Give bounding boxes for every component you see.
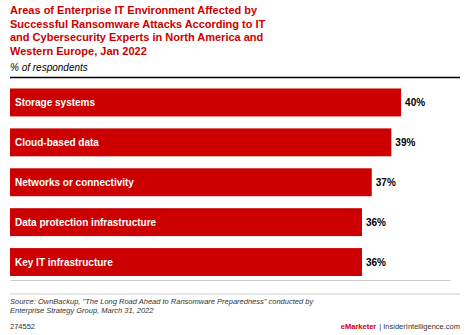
brand: eMarketer bbox=[341, 322, 377, 331]
source: Source: OwnBackup, "The Long Road Ahead … bbox=[10, 297, 314, 315]
bar bbox=[10, 248, 362, 276]
category-label: Networks or connectivity bbox=[15, 177, 134, 188]
value-label: 36% bbox=[366, 257, 386, 268]
title: Areas of Enterprise IT Environment Affec… bbox=[10, 4, 266, 57]
bars bbox=[10, 88, 401, 276]
category-label: Storage systems bbox=[15, 97, 95, 108]
x-axis bbox=[11, 280, 451, 281]
bar bbox=[10, 208, 362, 236]
x-axis-line bbox=[11, 280, 451, 281]
bar bbox=[10, 128, 391, 156]
category-label: Data protection infrastructure bbox=[15, 217, 157, 228]
category-label: Cloud-based data bbox=[15, 137, 99, 148]
footer-brand: eMarketer| InsiderIntelligence.com bbox=[341, 322, 460, 331]
chart: Areas of Enterprise IT Environment Affec… bbox=[0, 0, 470, 335]
value-labels: 40% 39% 37% 36% 36% bbox=[366, 97, 425, 268]
value-label: 37% bbox=[376, 177, 396, 188]
value-label: 39% bbox=[395, 137, 415, 148]
separator bbox=[10, 77, 460, 79]
bar bbox=[10, 168, 372, 196]
footer-id: 274552 bbox=[10, 322, 35, 331]
subtitle: % of respondents bbox=[10, 62, 88, 73]
category-labels: Storage systems Cloud-based data Networks … bbox=[15, 97, 157, 268]
footer-separator bbox=[10, 294, 460, 295]
site: | InsiderIntelligence.com bbox=[379, 322, 460, 331]
value-label: 36% bbox=[366, 217, 386, 228]
value-label: 40% bbox=[405, 97, 425, 108]
bar bbox=[10, 88, 401, 116]
category-label: Key IT infrastructure bbox=[15, 257, 113, 268]
